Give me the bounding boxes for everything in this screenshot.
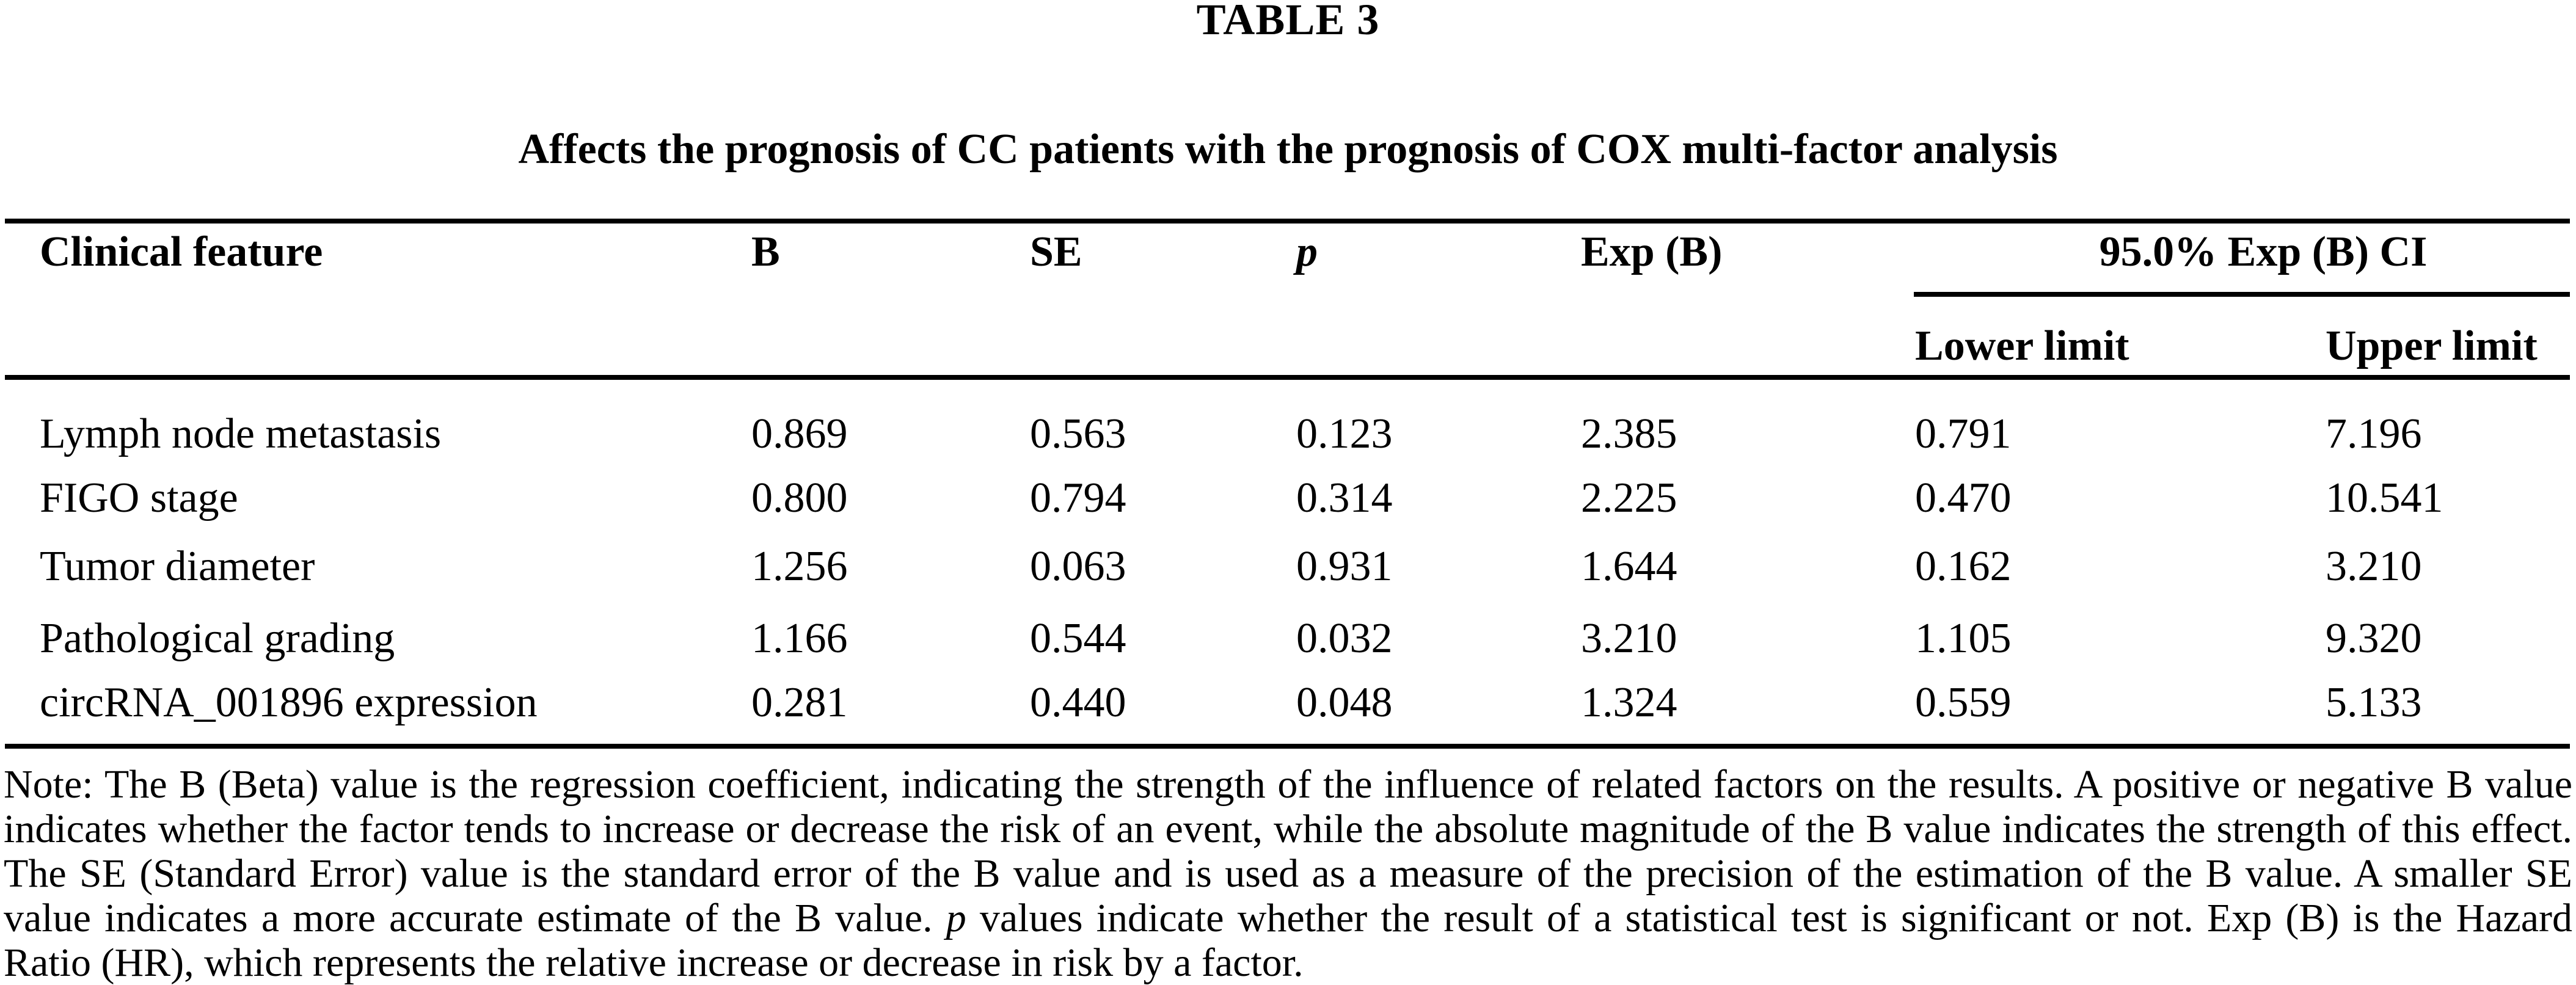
table-number-title: TABLE 3 xyxy=(1196,0,1380,44)
cell-lower: 0.162 xyxy=(1915,543,2012,590)
cell-exp-b: 3.210 xyxy=(1581,615,1677,662)
table-row: FIGO stage 0.800 0.794 0.314 2.225 0.470… xyxy=(5,477,2570,532)
cell-b: 1.166 xyxy=(751,615,848,662)
cell-p: 0.048 xyxy=(1296,679,1393,726)
table-subheader-row: Lower limit Upper limit xyxy=(5,325,2570,380)
cell-lower: 0.559 xyxy=(1915,679,2012,726)
cell-se: 0.063 xyxy=(1030,543,1126,590)
column-header-exp-b: Exp (B) xyxy=(1581,228,1723,275)
table-row: Lymph node metastasis 0.869 0.563 0.123 … xyxy=(5,413,2570,468)
cell-b: 0.800 xyxy=(751,474,848,522)
header-bottom-rule xyxy=(5,375,2570,380)
footnote: Note: The B (Beta) value is the regressi… xyxy=(4,762,2572,985)
table-row: Tumor diameter 1.256 0.063 0.931 1.644 0… xyxy=(5,545,2570,600)
cell-feature: FIGO stage xyxy=(40,474,238,522)
cell-upper: 7.196 xyxy=(2326,410,2422,457)
footnote-text-1: Note: The B (Beta) value is the regressi… xyxy=(4,762,2572,940)
cell-p: 0.123 xyxy=(1296,410,1393,457)
table-row: Pathological grading 1.166 0.544 0.032 3… xyxy=(5,617,2570,672)
cell-p: 0.931 xyxy=(1296,543,1393,590)
table-bottom-rule xyxy=(5,744,2570,749)
cell-b: 0.869 xyxy=(751,410,848,457)
footnote-text-2: values indicate whether the result of a … xyxy=(4,896,2572,985)
cell-exp-b: 1.644 xyxy=(1581,543,1677,590)
cell-p: 0.314 xyxy=(1296,474,1393,522)
table-top-rule xyxy=(5,219,2570,224)
cell-upper: 9.320 xyxy=(2326,615,2422,662)
cell-exp-b: 2.385 xyxy=(1581,410,1677,457)
cell-upper: 5.133 xyxy=(2326,679,2422,726)
cell-b: 1.256 xyxy=(751,543,848,590)
cell-exp-b: 1.324 xyxy=(1581,679,1677,726)
table-row: circRNA_001896 expression 0.281 0.440 0.… xyxy=(5,682,2570,736)
cell-b: 0.281 xyxy=(751,679,848,726)
cell-feature: Pathological grading xyxy=(40,615,395,662)
cell-upper: 10.541 xyxy=(2326,474,2443,522)
footnote-p-italic: p xyxy=(946,896,966,940)
table-header-row: Clinical feature B SE p Exp (B) 95.0% Ex… xyxy=(5,231,2570,286)
column-header-p: p xyxy=(1296,228,1318,275)
table-caption: Affects the prognosis of CC patients wit… xyxy=(518,126,2058,173)
cell-lower: 1.105 xyxy=(1915,615,2012,662)
cell-p: 0.032 xyxy=(1296,615,1393,662)
cell-feature: Lymph node metastasis xyxy=(40,410,442,457)
cell-lower: 0.470 xyxy=(1915,474,2012,522)
cell-se: 0.794 xyxy=(1030,474,1126,522)
column-header-clinical-feature: Clinical feature xyxy=(40,228,323,275)
cell-feature: Tumor diameter xyxy=(40,543,315,590)
ci-group-rule xyxy=(1914,292,2570,297)
cell-se: 0.544 xyxy=(1030,615,1126,662)
column-header-se: SE xyxy=(1030,228,1082,275)
column-header-b: B xyxy=(751,228,780,275)
cell-exp-b: 2.225 xyxy=(1581,474,1677,522)
column-header-upper-limit: Upper limit xyxy=(2326,322,2538,369)
column-header-lower-limit: Lower limit xyxy=(1915,322,2129,369)
cell-upper: 3.210 xyxy=(2326,543,2422,590)
cell-se: 0.563 xyxy=(1030,410,1126,457)
cell-lower: 0.791 xyxy=(1915,410,2012,457)
cell-feature: circRNA_001896 expression xyxy=(40,679,538,726)
cell-se: 0.440 xyxy=(1030,679,1126,726)
column-header-ci-group: 95.0% Exp (B) CI xyxy=(2099,228,2428,275)
